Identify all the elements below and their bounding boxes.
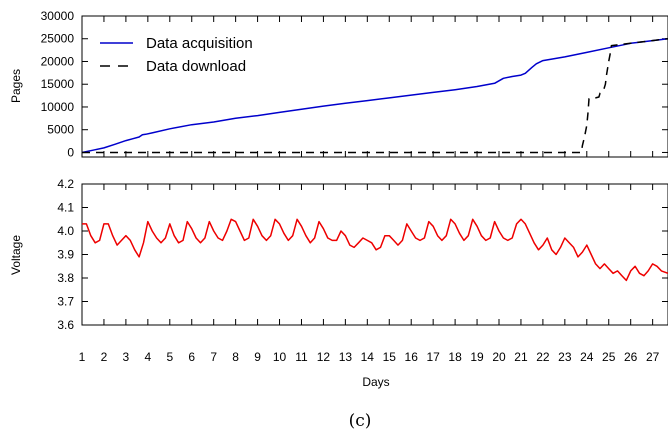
series-line-data-acquisition xyxy=(81,37,668,154)
top-y-axis-label: Pages xyxy=(9,69,23,103)
series-line-voltage xyxy=(82,218,668,282)
bottom-y-tick-label: 3.6 xyxy=(57,318,74,332)
x-tick-label: 20 xyxy=(492,350,506,364)
series-line-data-download xyxy=(82,37,668,154)
x-tick-label: 23 xyxy=(558,350,572,364)
bottom-x-ticks: 1 2 3 4 5 6 7 8 9 10 11 12 13 14 15 16 17 18 19 20 21 22 23 24 2… xyxy=(79,184,660,364)
top-y-ticks: 0 5000 10000 15000 20000 25000 30000 xyxy=(41,9,668,159)
bottom-y-tick-label: 3.9 xyxy=(57,248,74,262)
x-tick-label: 16 xyxy=(405,350,419,364)
top-y-tick-label: 25000 xyxy=(41,32,75,46)
x-tick-label: 17 xyxy=(426,350,440,364)
x-tick-label: 22 xyxy=(536,350,550,364)
bottom-y-tick-label: 3.7 xyxy=(57,295,74,309)
legend-label-data-download: Data download xyxy=(146,58,246,75)
x-tick-label: 12 xyxy=(317,350,331,364)
x-tick-label: 19 xyxy=(470,350,484,364)
x-tick-label: 6 xyxy=(188,350,195,364)
bottom-series-lines xyxy=(82,218,668,282)
top-y-tick-label: 0 xyxy=(67,145,74,159)
x-tick-label: 15 xyxy=(383,350,397,364)
x-tick-label: 3 xyxy=(123,350,130,364)
x-tick-label: 27 xyxy=(646,350,660,364)
bottom-y-ticks: 3.6 3.7 3.8 3.9 4.0 4.1 4.2 xyxy=(57,177,668,332)
bottom-y-tick-label: 4.1 xyxy=(57,201,74,215)
x-tick-label: 9 xyxy=(254,350,261,364)
top-y-tick-label: 10000 xyxy=(41,100,75,114)
x-tick-label: 11 xyxy=(295,350,308,364)
x-tick-label: 2 xyxy=(101,350,108,364)
x-tick-label: 13 xyxy=(339,350,353,364)
x-tick-label: 5 xyxy=(166,350,173,364)
x-tick-label: 18 xyxy=(448,350,462,364)
top-plot-frame xyxy=(81,15,668,158)
bottom-y-tick-label: 4.2 xyxy=(57,177,74,191)
top-panel: 0 5000 10000 15000 20000 25000 30000 Pages Dat… xyxy=(9,9,668,159)
bottom-x-axis-label: Days xyxy=(362,375,389,389)
x-tick-label: 26 xyxy=(624,350,638,364)
top-y-tick-label: 30000 xyxy=(41,9,75,23)
x-tick-label: 10 xyxy=(273,350,287,364)
x-tick-label: 21 xyxy=(514,350,528,364)
bottom-y-axis-label: Voltage xyxy=(9,235,23,275)
top-y-tick-label: 5000 xyxy=(47,123,74,137)
x-tick-label: 14 xyxy=(361,350,375,364)
x-tick-label: 24 xyxy=(580,350,594,364)
x-tick-label: 7 xyxy=(210,350,217,364)
x-tick-label: 8 xyxy=(232,350,239,364)
x-tick-label: 1 xyxy=(79,350,86,364)
x-tick-label: 4 xyxy=(144,350,151,364)
legend-label-data-acquisition: Data acquisition xyxy=(146,35,253,52)
bottom-panel: 3.63.73.83.94.04.14.2 1 2 3 4 5 6 7 8 9 10 11 12 13 1… xyxy=(9,177,668,389)
bottom-y-tick-label: 4.0 xyxy=(57,224,74,238)
top-y-tick-label: 15000 xyxy=(41,77,75,91)
top-y-tick-label: 20000 xyxy=(41,54,75,68)
figure-caption: (c) xyxy=(349,411,372,431)
legend: Data acquisition Data download xyxy=(100,35,253,75)
top-series-lines xyxy=(81,37,668,154)
x-tick-label: 25 xyxy=(602,350,616,364)
bottom-y-tick-label: 3.8 xyxy=(57,271,74,285)
